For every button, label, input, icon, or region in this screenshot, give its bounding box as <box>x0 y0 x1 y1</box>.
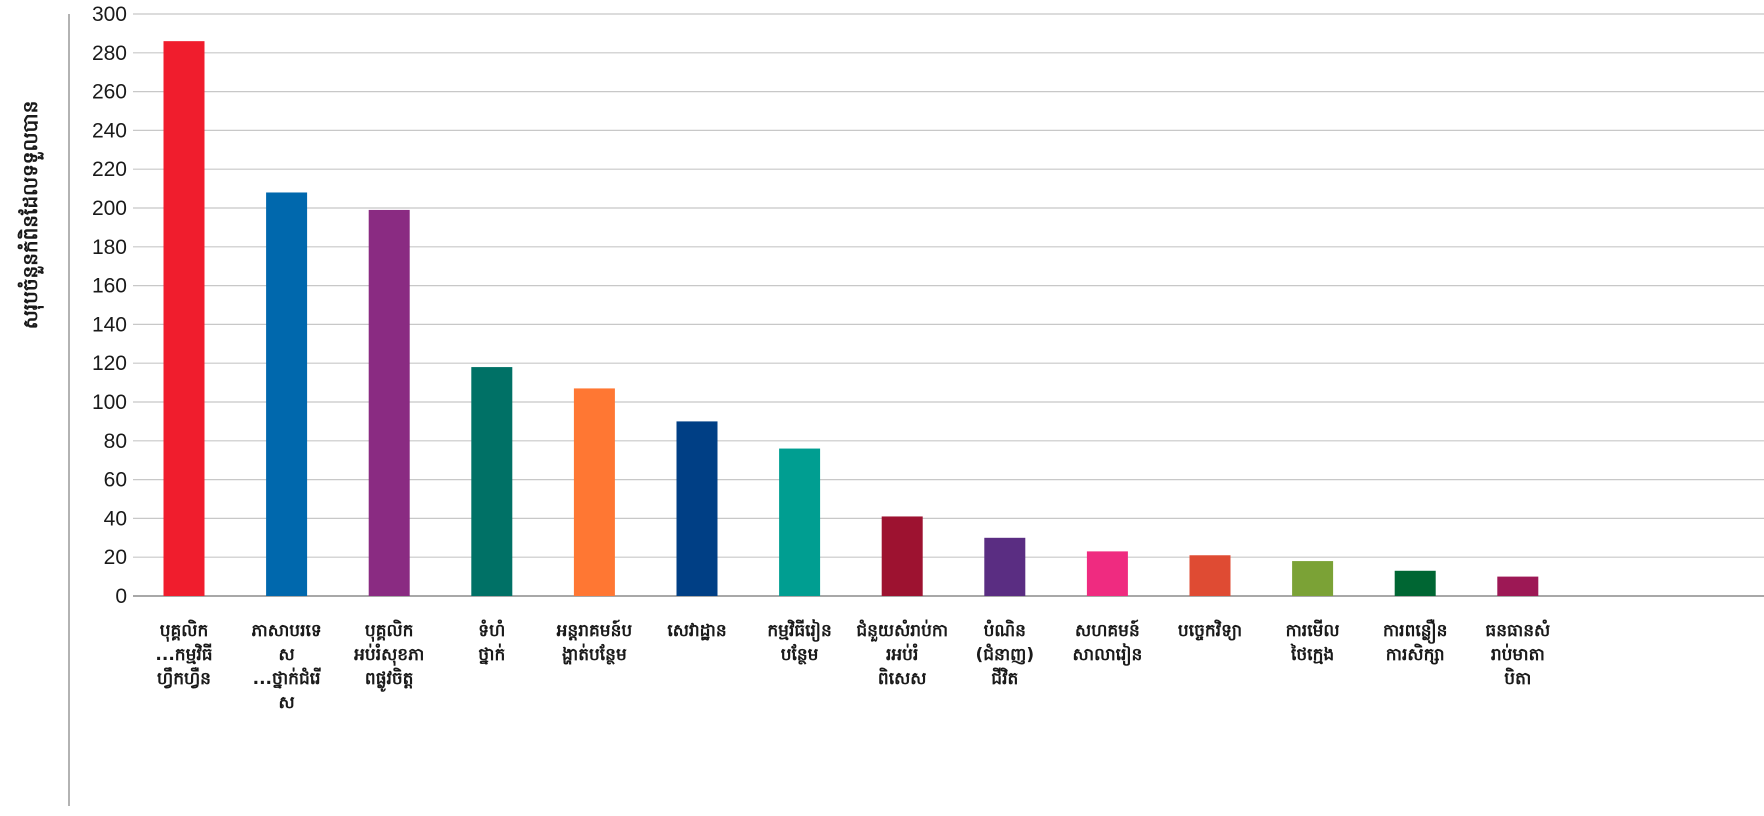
bar <box>1189 555 1231 596</box>
x-category-label: ធនធានសំរាប់មាតាបិតា <box>1485 619 1550 689</box>
y-tick-label: 0 <box>115 585 127 608</box>
x-category-label-line: ថ្នាក់ <box>478 643 505 665</box>
y-tick-label: 140 <box>92 313 127 336</box>
bar <box>1292 561 1334 596</box>
x-category-label: សហគមន៍សាលារៀន <box>1072 619 1142 666</box>
x-category-label-line: បន្ថែម <box>781 643 819 665</box>
x-category-label: បុគ្គលិក...កម្មវិធីហ្វឹកហ្វឺន <box>155 619 212 689</box>
y-tick-label: 20 <box>104 546 127 569</box>
bar <box>471 367 513 596</box>
x-category-label: ការពន្លឿនការសិក្សា <box>1383 619 1447 665</box>
x-category-label: ជំនួយសំរាប់ការអប់រំពិសេស <box>856 619 948 689</box>
x-axis-category-labels: បុគ្គលិក...កម្មវិធីហ្វឹកហ្វឺនភាសាបរទេស..… <box>155 619 1550 713</box>
x-category-label-line: ស <box>279 693 295 713</box>
bar <box>1086 551 1128 596</box>
x-category-label-line: ...ថ្នាក់ជំរើ <box>253 667 322 689</box>
y-tick-label: 40 <box>104 507 127 530</box>
bar <box>1394 570 1436 596</box>
bar <box>163 41 205 597</box>
x-category-label-line: បុគ្គលិក <box>160 619 209 642</box>
x-category-label: ទំហំថ្នាក់ <box>478 619 505 665</box>
x-category-label-line: ជីវិត <box>991 667 1018 689</box>
x-category-label-line: សាលារៀន <box>1072 643 1142 666</box>
y-tick-label: 260 <box>92 81 127 104</box>
x-category-label: បុគ្គលិកអប់រំសុខភាពផ្លូវចិត្ត <box>354 619 424 692</box>
y-tick-label: 100 <box>92 391 127 414</box>
x-category-label-line: ការសិក្សា <box>1386 643 1445 665</box>
x-category-label: សេវាដ្ឋាន <box>667 621 726 641</box>
x-category-label: ការមើលថៃក្មេង <box>1286 619 1340 665</box>
bar <box>984 537 1026 596</box>
bar <box>368 209 410 596</box>
x-category-label: ភាសាបរទេស...ថ្នាក់ជំរើស <box>252 621 322 713</box>
y-tick-label: 280 <box>92 42 127 65</box>
y-tick-label: 180 <box>92 236 127 259</box>
x-category-label-line: ធនធានសំ <box>1485 619 1550 641</box>
x-category-label-line: កម្មវិធីរៀន <box>767 619 831 642</box>
x-category-label-line: បច្ចេកវិទ្យា <box>1178 619 1242 641</box>
x-category-label-line: ហ្វឹកហ្វឺន <box>157 667 211 689</box>
bar <box>266 192 308 597</box>
y-tick-label: 240 <box>92 119 127 142</box>
x-category-label-line: បុគ្គលិក <box>365 619 414 642</box>
bar <box>1497 576 1539 596</box>
x-category-label-line: ង្ហាត់បន្ថែម <box>562 643 627 665</box>
x-category-label-line: (ជំនាញ) <box>975 643 1034 665</box>
x-category-label-line: អប់រំសុខភា <box>354 643 424 666</box>
y-tick-label: 80 <box>104 430 127 453</box>
x-category-label: កម្មវិធីរៀនបន្ថែម <box>767 619 831 665</box>
x-category-label-line: បំណិន <box>984 619 1026 641</box>
y-tick-label: 200 <box>92 197 127 220</box>
x-category-label-line: សេវាដ្ឋាន <box>667 621 726 641</box>
x-category-label-line: ពផ្លូវចិត្ត <box>365 667 414 692</box>
x-category-label-line: ជំនួយសំរាប់កា <box>856 619 948 642</box>
x-category-label-line: អន្តរាគមន៍ប <box>557 619 633 641</box>
y-tick-label: 300 <box>92 3 127 26</box>
y-tick-label: 220 <box>92 158 127 181</box>
bar <box>676 421 718 596</box>
x-category-label-line: ទំហំ <box>478 619 505 641</box>
x-category-label: បំណិន(ជំនាញ)ជីវិត <box>975 619 1034 689</box>
x-category-label-line: រាប់មាតា <box>1491 643 1545 665</box>
bars <box>163 41 1539 597</box>
y-axis-title: សរុបចំនួនកំពិនដែលទទួលបាន <box>17 101 44 330</box>
bar <box>881 516 923 596</box>
x-category-label-line: ភាសាបរទេ <box>252 621 322 641</box>
x-category-label-line: រអប់រំ <box>886 643 918 665</box>
x-category-label-line: ថៃក្មេង <box>1290 643 1334 665</box>
y-tick-label: 60 <box>104 469 127 492</box>
y-axis-tick-labels: 0 20 40 60 80 100 120 140 160 180 200 220 240 260 280 3… <box>92 3 127 608</box>
x-category-label-line: ...កម្មវិធី <box>155 643 212 665</box>
x-category-label: អន្តរាគមន៍បង្ហាត់បន្ថែម <box>557 619 633 665</box>
x-category-label-line: ពិសេស <box>878 667 927 689</box>
y-tick-label: 160 <box>92 275 127 298</box>
bar <box>779 448 821 596</box>
x-category-label-line: ការមើល <box>1286 619 1340 641</box>
x-category-label-line: សហគមន៍ <box>1075 619 1140 641</box>
x-category-label-line: បិតា <box>1504 667 1531 689</box>
bar <box>573 388 615 596</box>
x-category-label-line: ស <box>279 645 295 665</box>
x-category-label-line: ការពន្លឿន <box>1383 619 1447 644</box>
y-tick-label: 120 <box>92 352 127 375</box>
x-category-label: បច្ចេកវិទ្យា <box>1178 619 1242 641</box>
